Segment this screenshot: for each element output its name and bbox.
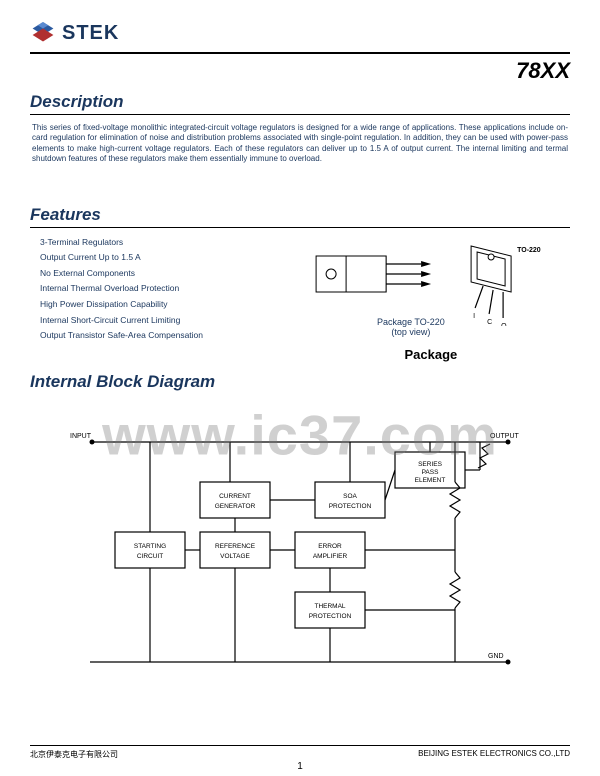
svg-text:CIRCUIT: CIRCUIT xyxy=(137,553,163,560)
feature-item: Output Transistor Safe-Area Compensation xyxy=(40,329,272,343)
feature-item: Internal Short-Circuit Current Limiting xyxy=(40,314,272,328)
title-bar: 78XX xyxy=(30,52,570,84)
description-body: This series of fixed-voltage monolithic … xyxy=(30,123,570,165)
svg-text:ELEMENT: ELEMENT xyxy=(415,477,446,484)
header: STEK xyxy=(30,20,570,46)
package-caption-line2: (top view) xyxy=(391,327,430,337)
description-heading: Description xyxy=(30,92,570,115)
svg-text:ERROR: ERROR xyxy=(318,543,342,550)
brand-name: STEK xyxy=(62,22,119,45)
package-drawing-icon: TO-220 I C O xyxy=(292,236,570,326)
pin-o-label: O xyxy=(501,323,507,326)
svg-text:SOA: SOA xyxy=(343,493,357,500)
svg-text:AMPLIFIER: AMPLIFIER xyxy=(313,553,348,560)
pin-c-label: C xyxy=(487,319,492,326)
svg-text:CURRENT: CURRENT xyxy=(219,493,251,500)
feature-item: High Power Dissipation Capability xyxy=(40,298,272,312)
package-heading: Package xyxy=(292,347,570,362)
package-caption-line1: Package TO-220 xyxy=(377,317,445,327)
feature-item: Internal Thermal Overload Protection xyxy=(40,282,272,296)
svg-text:REFERENCE: REFERENCE xyxy=(215,543,256,550)
svg-text:PROTECTION: PROTECTION xyxy=(309,613,352,620)
features-heading: Features xyxy=(30,205,570,228)
block-diagram-heading: Internal Block Diagram xyxy=(30,372,570,392)
features-list: 3-Terminal Regulators Output Current Up … xyxy=(30,236,272,362)
svg-text:STARTING: STARTING xyxy=(134,543,166,550)
package-area: TO-220 I C O Package TO-220 (top view) P… xyxy=(292,236,570,362)
stek-logo-icon xyxy=(30,20,56,46)
block-diagram-icon: INPUT OUTPUT GND STARTING CIRCUIT CURREN… xyxy=(60,412,540,692)
block-diagram-input-label: INPUT xyxy=(70,433,92,440)
feature-item: 3-Terminal Regulators xyxy=(40,236,272,250)
feature-item: Output Current Up to 1.5 A xyxy=(40,251,272,265)
svg-text:THERMAL: THERMAL xyxy=(314,603,345,610)
package-name-label: TO-220 xyxy=(517,247,541,254)
pin-i-label: I xyxy=(473,313,475,320)
footer: 北京伊泰克电子有限公司 BEIJING ESTEK ELECTRONICS CO… xyxy=(30,745,570,760)
svg-text:GENERATOR: GENERATOR xyxy=(215,503,256,510)
feature-item: No External Components xyxy=(40,267,272,281)
page-number: 1 xyxy=(0,761,600,772)
svg-text:PROTECTION: PROTECTION xyxy=(329,503,372,510)
block-diagram-gnd-label: GND xyxy=(488,653,504,660)
svg-text:VOLTAGE: VOLTAGE xyxy=(220,553,250,560)
footer-left: 北京伊泰克电子有限公司 xyxy=(30,749,118,760)
svg-text:SERIES: SERIES xyxy=(418,461,443,468)
svg-text:PASS: PASS xyxy=(422,469,440,476)
part-number: 78XX xyxy=(516,58,570,83)
block-diagram-output-label: OUTPUT xyxy=(490,433,520,440)
footer-right: BEIJING ESTEK ELECTRONICS CO.,LTD xyxy=(418,749,570,760)
features-section: Features 3-Terminal Regulators Output Cu… xyxy=(30,205,570,362)
